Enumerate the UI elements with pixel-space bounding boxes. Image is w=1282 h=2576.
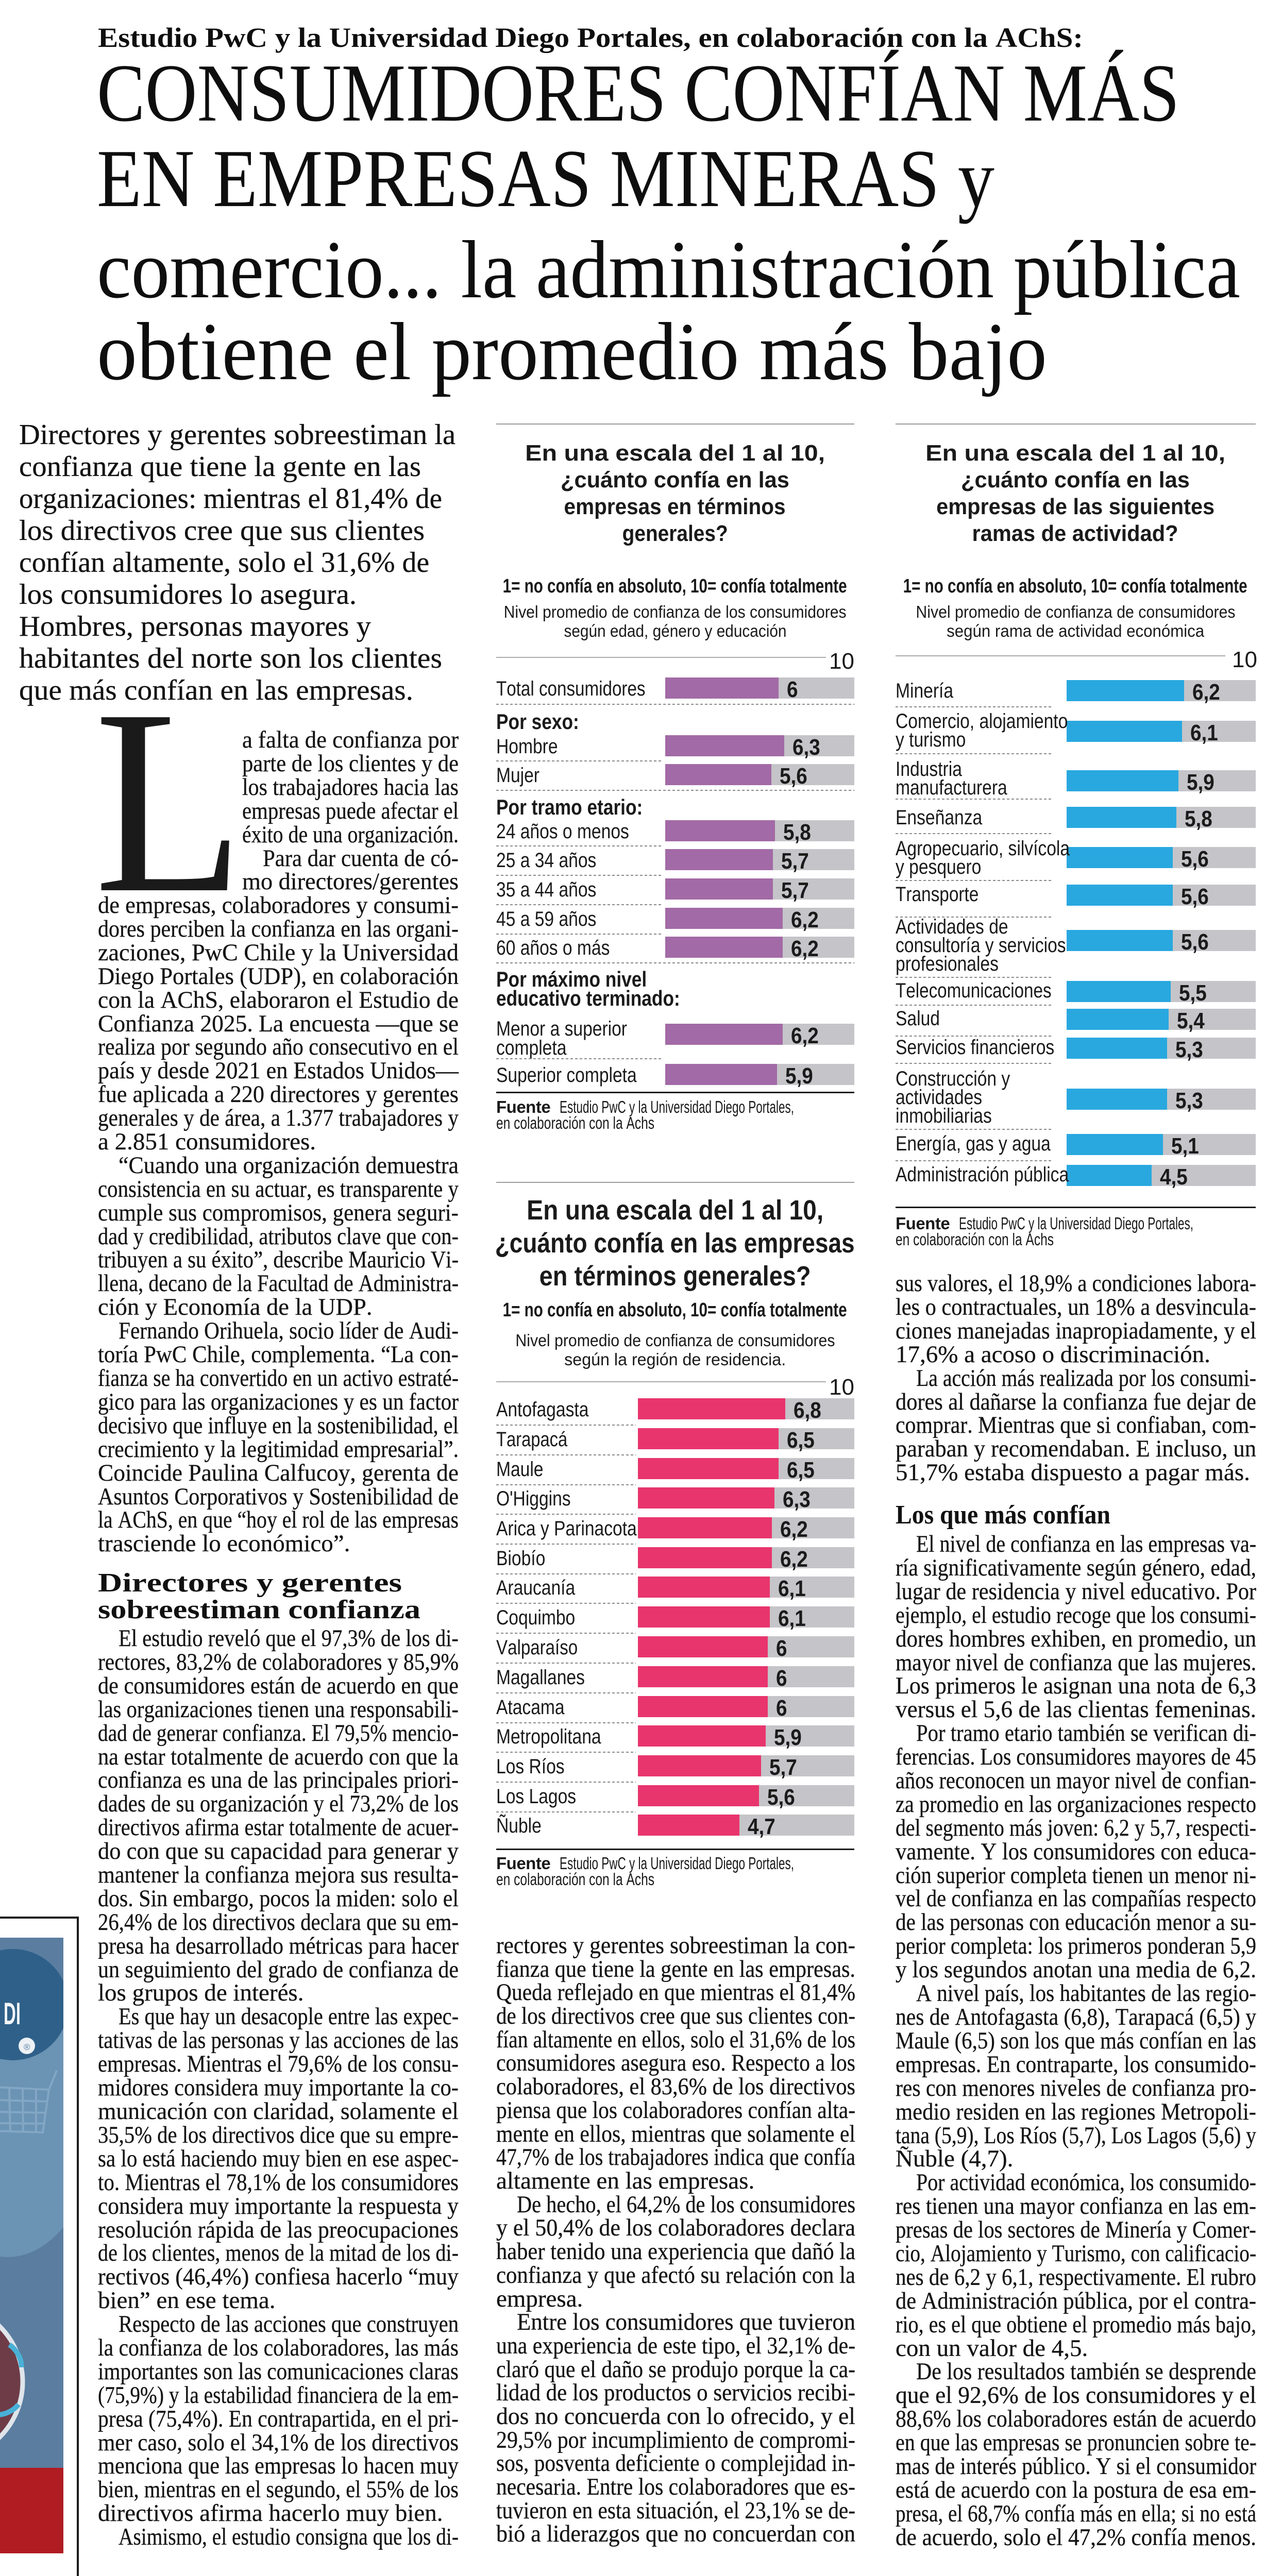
svg-text:®: ® (24, 2042, 30, 2052)
svg-text:DI: DI (4, 1996, 21, 2031)
